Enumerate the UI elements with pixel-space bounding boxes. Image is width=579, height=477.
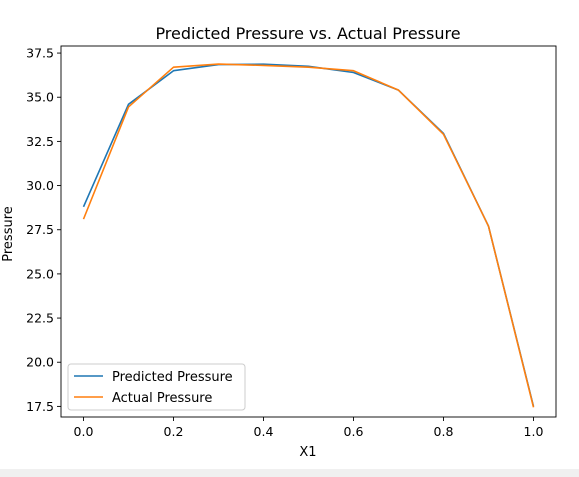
x-axis-label: X1 xyxy=(299,445,316,460)
series-line-actual xyxy=(82,63,535,408)
y-tick-label: 20.0 xyxy=(26,355,54,370)
x-tick-label: 1.0 xyxy=(524,424,544,439)
legend-label-actual: Actual Pressure xyxy=(112,391,212,406)
x-tick-label: 0.8 xyxy=(434,424,454,439)
x-tick-label: 0.4 xyxy=(254,424,274,439)
y-tick-label: 32.5 xyxy=(26,134,54,149)
y-tick-label: 37.5 xyxy=(26,46,54,61)
chart-title: Predicted Pressure vs. Actual Pressure xyxy=(155,24,460,43)
y-axis: 17.5 20.0 22.5 25.0 27.5 30.0 32.5 35.0 37.5 xyxy=(26,46,61,414)
y-tick-label: 30.0 xyxy=(26,178,54,193)
legend-label-predicted: Predicted Pressure xyxy=(112,370,233,385)
plot-area xyxy=(61,46,556,417)
x-tick-label: 0.2 xyxy=(164,424,184,439)
x-tick-label: 0.6 xyxy=(344,424,364,439)
y-tick-label: 27.5 xyxy=(26,222,54,237)
y-tick-label: 25.0 xyxy=(26,266,54,281)
y-tick-label: 22.5 xyxy=(26,311,54,326)
y-tick-label: 17.5 xyxy=(26,399,54,414)
x-axis: 0.0 0.2 0.4 0.6 0.8 1.0 xyxy=(74,417,544,439)
y-tick-label: 35.0 xyxy=(26,90,54,105)
legend-box xyxy=(67,363,246,411)
legend: Predicted Pressure Actual Pressure xyxy=(67,363,246,411)
series-layer xyxy=(82,63,535,408)
toolbar-strip xyxy=(0,469,579,477)
y-axis-label: Pressure xyxy=(1,206,16,262)
x-tick-label: 0.0 xyxy=(74,424,94,439)
plot-frame xyxy=(60,45,557,418)
